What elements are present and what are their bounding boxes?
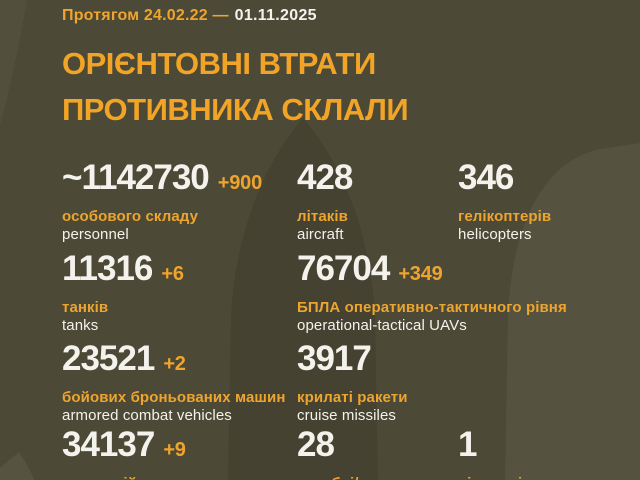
artillery-shell-tip-bottom-left <box>0 452 34 480</box>
stat-delta: +900 <box>217 172 263 194</box>
stat-value: 34137 <box>62 425 155 464</box>
stat-delta: +9 <box>163 439 186 461</box>
period-range-text: Протягом 24.02.22 — <box>62 7 229 24</box>
stat-personnel: ~1142730 +900 особового складу personnel <box>62 158 262 243</box>
stat-value-line: 11316 +6 <box>62 249 184 296</box>
stat-label-ua: бойових броньованих машин <box>62 389 286 406</box>
stat-value: 11316 <box>62 249 153 288</box>
stat-uavs: 76704 +349 БПЛА оперативно-тактичного рів… <box>297 249 567 334</box>
stat-helicopters: 346 гелікоптерів helicopters <box>458 158 551 243</box>
stat-delta: +2 <box>163 353 186 375</box>
stat-label-ua: особового складу <box>62 208 199 225</box>
stat-value-line: 23521 +2 <box>62 339 285 386</box>
stat-label-en: aircraft <box>297 226 344 243</box>
stat-label-ua: літаків <box>297 208 348 225</box>
stat-aircraft: 428 літаків aircraft <box>297 158 361 243</box>
stat-value-line: 76704 +349 <box>297 249 567 296</box>
stat-delta: +6 <box>161 263 184 285</box>
stat-label-en: armored combat vehicles <box>62 407 232 424</box>
stat-value: 346 <box>458 158 514 197</box>
period-end-date: 01.11.2025 <box>234 7 317 24</box>
artillery-shell-silhouette-right <box>505 143 640 480</box>
title-line-1: ОРІЄНТОВНІ ВТРАТИ <box>62 46 376 81</box>
stat-label-en: cruise missiles <box>297 407 397 424</box>
stat-value: 1 <box>458 425 477 464</box>
stat-label-ua: кораблі/катери <box>297 476 409 480</box>
stat-value: 28 <box>297 425 335 464</box>
artillery-shell-silhouette-center <box>228 118 378 480</box>
stat-label-en: operational-tactical UAVs <box>297 317 467 334</box>
stat-value-line: 1 <box>458 425 572 472</box>
stat-label-ua: крилаті ракети <box>297 389 408 406</box>
stat-value-line: 346 <box>458 158 551 205</box>
stat-artillery-systems: 34137 +9 артилерійських систем <box>62 425 238 480</box>
stat-value-line: 3917 <box>297 339 408 386</box>
stat-value-line: ~1142730 +900 <box>62 158 262 205</box>
stat-label-ua: підводні човни <box>458 476 572 480</box>
stat-submarines: 1 підводні човни <box>458 425 572 480</box>
stat-label-en: personnel <box>62 226 129 243</box>
title-line-2: ПРОТИВНИКА СКЛАЛИ <box>62 92 409 127</box>
stat-label-en: tanks <box>62 317 99 334</box>
stat-value: ~1142730 <box>62 158 210 197</box>
stat-value-line: 34137 +9 <box>62 425 238 472</box>
stat-boats: 28 кораблі/катери <box>297 425 409 480</box>
stat-armored-vehicles: 23521 +2 бойових броньованих машин armore… <box>62 339 285 424</box>
period-line: Протягом 24.02.22 — 01.11.2025 <box>62 7 317 25</box>
stat-value: 428 <box>297 158 353 197</box>
stat-value-line: 428 <box>297 158 361 205</box>
stat-label-ua: артилерійських систем <box>62 476 238 480</box>
page-title: ОРІЄНТОВНІ ВТРАТИ ПРОТИВНИКА СКЛАЛИ <box>62 41 409 133</box>
stat-value: 3917 <box>297 339 372 378</box>
stat-label-ua: БПЛА оперативно-тактичного рівня <box>297 299 567 316</box>
stat-value-line: 28 <box>297 425 409 472</box>
shape-top-left-edge <box>0 0 27 126</box>
stat-label-ua: гелікоптерів <box>458 208 552 225</box>
stat-cruise-missiles: 3917 крилаті ракети cruise missiles <box>297 339 408 424</box>
stat-value: 23521 <box>62 339 155 378</box>
stat-value: 76704 <box>297 249 390 288</box>
stat-label-en: helicopters <box>458 226 532 243</box>
stat-delta: +349 <box>398 263 443 285</box>
stat-tanks: 11316 +6 танків tanks <box>62 249 184 334</box>
stat-label-ua: танків <box>62 299 109 316</box>
